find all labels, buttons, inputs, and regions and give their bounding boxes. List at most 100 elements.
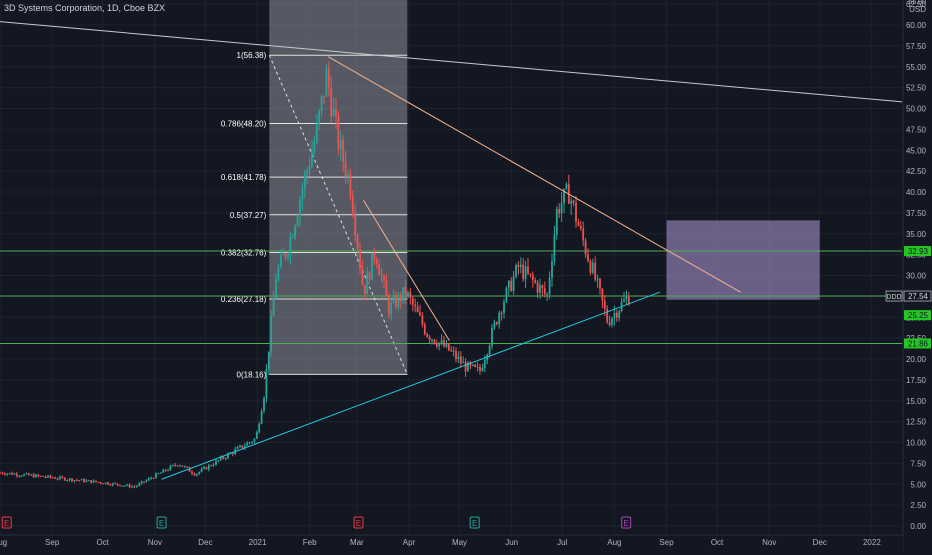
candle-body bbox=[515, 264, 517, 277]
candle-body bbox=[623, 299, 625, 302]
candle-body bbox=[128, 484, 131, 488]
candle-body bbox=[500, 312, 503, 314]
candle-body bbox=[75, 479, 78, 481]
candle-body bbox=[594, 262, 597, 280]
candle-body bbox=[59, 476, 61, 479]
candle-body bbox=[186, 466, 189, 468]
candle-body bbox=[363, 284, 366, 295]
candle-body bbox=[147, 478, 150, 481]
candle-body bbox=[68, 478, 71, 481]
earnings-event-marker[interactable] bbox=[353, 516, 364, 529]
price-tick-label: 30.00 bbox=[906, 272, 927, 281]
candle-body bbox=[315, 123, 318, 142]
price-tick-label: 40.00 bbox=[906, 188, 927, 197]
time-tick-label: Sep bbox=[659, 538, 674, 547]
candle-body bbox=[325, 68, 328, 97]
candle-body bbox=[145, 480, 148, 482]
candle-body bbox=[126, 484, 129, 486]
candle-body bbox=[13, 473, 16, 475]
candle-body bbox=[347, 173, 349, 177]
candle-body bbox=[241, 445, 244, 448]
candle-body bbox=[174, 464, 177, 466]
candle-body bbox=[155, 473, 157, 479]
candle-body bbox=[25, 473, 28, 475]
price-axis-bg[interactable] bbox=[903, 0, 932, 550]
candle-body bbox=[426, 333, 429, 337]
price-tick-label: 17.50 bbox=[906, 376, 927, 385]
candle-body bbox=[570, 200, 573, 204]
candle-body bbox=[263, 397, 265, 412]
candle-body bbox=[167, 470, 169, 472]
candle-body bbox=[483, 360, 486, 368]
time-tick-label: Aug bbox=[607, 538, 621, 547]
candle-body bbox=[524, 266, 527, 280]
candle-body bbox=[193, 473, 196, 476]
candle-body bbox=[361, 268, 364, 285]
time-tick-label: Nov bbox=[148, 538, 162, 547]
candle-body bbox=[399, 294, 402, 302]
candle-body bbox=[318, 110, 321, 124]
candle-body bbox=[423, 324, 426, 334]
candle-body bbox=[135, 485, 138, 487]
candle-body bbox=[227, 453, 229, 459]
candle-body bbox=[258, 423, 261, 433]
candle-body bbox=[510, 280, 513, 291]
candle-body bbox=[265, 369, 268, 398]
candle-body bbox=[246, 442, 249, 446]
candle-body bbox=[92, 480, 95, 483]
price-tick-label: 42.50 bbox=[906, 167, 927, 176]
candle-body bbox=[270, 316, 273, 352]
price-tick-label: 45.00 bbox=[906, 146, 927, 155]
earnings-event-marker[interactable] bbox=[156, 516, 167, 529]
candle-body bbox=[61, 476, 64, 478]
earnings-event-label: E bbox=[472, 519, 477, 528]
candle-body bbox=[37, 474, 40, 476]
candle-body bbox=[83, 479, 85, 482]
fib-level-label: 0.786(48.20) bbox=[221, 120, 267, 129]
candle-body bbox=[555, 208, 558, 235]
candle-body bbox=[20, 475, 23, 477]
symbol-tag-label: DDD bbox=[886, 294, 901, 301]
candle-body bbox=[507, 280, 510, 289]
time-tick-label: 2022 bbox=[863, 538, 881, 547]
candle-body bbox=[457, 356, 460, 359]
candle-body bbox=[44, 476, 47, 478]
candle-body bbox=[366, 272, 369, 295]
candle-body bbox=[169, 465, 172, 471]
candle-body bbox=[87, 480, 90, 482]
candle-body bbox=[591, 262, 594, 273]
candle-body bbox=[433, 339, 436, 344]
candle-body bbox=[164, 469, 167, 471]
candle-body bbox=[215, 460, 217, 465]
price-tick-label: 62.50 bbox=[906, 0, 927, 9]
candle-body bbox=[0, 472, 1, 474]
candle-body bbox=[152, 478, 155, 480]
time-tick-label: Oct bbox=[96, 538, 109, 547]
candle-body bbox=[539, 285, 541, 293]
candle-body bbox=[200, 468, 203, 472]
candle-body bbox=[267, 351, 270, 370]
candle-body bbox=[551, 261, 553, 278]
earnings-event-marker[interactable] bbox=[469, 516, 480, 529]
symbol-tag-box bbox=[885, 290, 903, 302]
candle-body bbox=[133, 486, 136, 488]
candle-body bbox=[402, 287, 405, 302]
candle-body bbox=[512, 276, 515, 291]
candle-body bbox=[479, 367, 481, 371]
candle-body bbox=[119, 484, 121, 487]
time-axis-bg[interactable] bbox=[0, 535, 903, 550]
price-tick-label: 5.00 bbox=[910, 480, 926, 489]
candle-body bbox=[342, 139, 345, 162]
candle-body bbox=[159, 472, 162, 474]
candle-body bbox=[596, 278, 599, 280]
candle-body bbox=[371, 252, 373, 280]
earnings-event-marker[interactable] bbox=[1, 516, 12, 529]
candle-body bbox=[359, 249, 361, 269]
candle-body bbox=[395, 296, 397, 308]
candle-body bbox=[452, 350, 455, 352]
candle-body bbox=[255, 432, 258, 439]
candle-body bbox=[450, 350, 453, 352]
earnings-event-marker[interactable] bbox=[621, 516, 632, 529]
